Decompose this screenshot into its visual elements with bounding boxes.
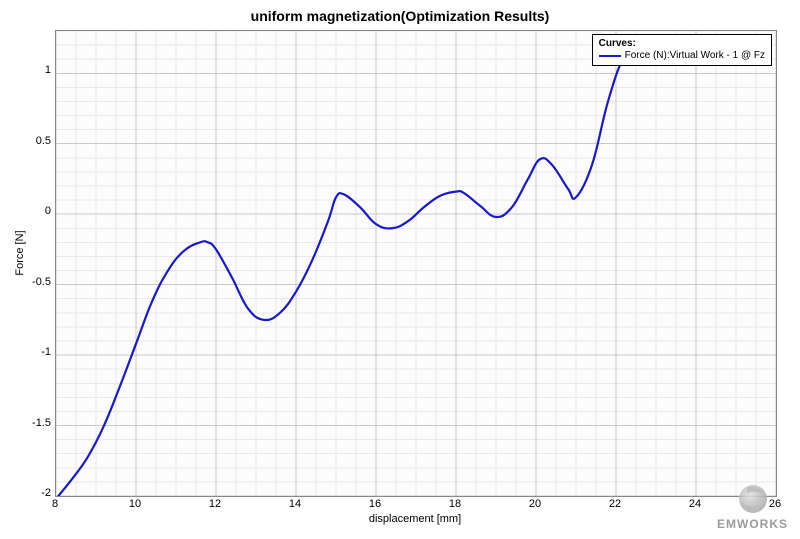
tick-label: -1.5 — [13, 417, 51, 429]
plot-svg — [56, 31, 776, 496]
legend-entry: Force (N):Virtual Work - 1 @ Fz — [599, 50, 765, 61]
tick-label: -2 — [13, 487, 51, 499]
tick-label: 22 — [600, 498, 630, 510]
x-axis-label: displacement [mm] — [355, 513, 475, 525]
tick-label: 16 — [360, 498, 390, 510]
tick-label: 10 — [120, 498, 150, 510]
tick-label: 26 — [760, 498, 790, 510]
watermark-text: EMWORKS — [717, 517, 788, 531]
legend-series-line — [599, 55, 621, 57]
chart-title: uniform magnetization(Optimization Resul… — [0, 8, 800, 24]
tick-label: 1 — [13, 64, 51, 76]
legend-series-label: Force (N):Virtual Work - 1 @ Fz — [625, 50, 765, 61]
tick-label: 0.5 — [13, 135, 51, 147]
tick-label: 18 — [440, 498, 470, 510]
legend-title: Curves: — [599, 38, 765, 49]
series-line — [56, 36, 768, 496]
tick-label: 8 — [40, 498, 70, 510]
tick-label: -0.5 — [13, 276, 51, 288]
tick-label: 0 — [13, 205, 51, 217]
tick-label: 12 — [200, 498, 230, 510]
tick-label: -1 — [13, 346, 51, 358]
tick-label: 20 — [520, 498, 550, 510]
tick-label: 14 — [280, 498, 310, 510]
tick-label: 24 — [680, 498, 710, 510]
legend: Curves: Force (N):Virtual Work - 1 @ Fz — [592, 34, 772, 66]
plot-area — [55, 30, 777, 497]
